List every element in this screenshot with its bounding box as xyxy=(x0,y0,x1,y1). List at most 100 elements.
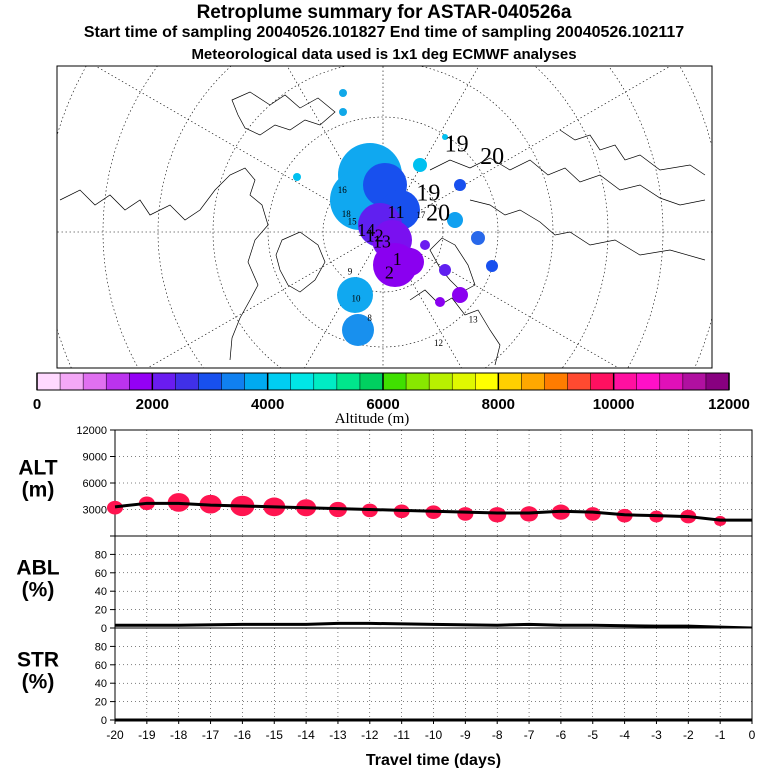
alt-marker xyxy=(457,507,474,521)
plume-circle xyxy=(337,277,373,313)
colorbar-swatch xyxy=(659,372,684,391)
x-tick-label: -15 xyxy=(266,728,284,742)
colorbar-tick-label: 12000 xyxy=(708,396,750,413)
y-tick-label: 40 xyxy=(95,586,107,598)
colorbar-tick-label: 10000 xyxy=(593,396,635,413)
plume-day-label: 12 xyxy=(434,338,443,348)
plume-circle xyxy=(396,248,424,276)
y-tick-label: 60 xyxy=(95,660,107,672)
colorbar-swatch xyxy=(313,372,338,391)
colorbar-swatch xyxy=(382,372,407,391)
plume-circle xyxy=(435,297,445,307)
x-tick-label: -18 xyxy=(170,728,188,742)
plume-day-label: 19 xyxy=(416,180,440,206)
alt-marker xyxy=(584,507,601,521)
colorbar-swatch xyxy=(451,372,476,391)
plume-day-label: 19 xyxy=(445,132,469,158)
plume-circle xyxy=(339,89,347,97)
colorbar-swatch xyxy=(567,372,592,391)
y-tick-label: 20 xyxy=(95,605,107,617)
plume-circle xyxy=(413,158,427,172)
x-tick-label: -12 xyxy=(361,728,379,742)
colorbar-swatch xyxy=(175,372,200,391)
x-tick-label: -16 xyxy=(234,728,252,742)
altitude-colorbar: 0 2000 4000 6000 8000 10000 12000 xyxy=(33,372,750,413)
plume-circle xyxy=(342,314,374,346)
x-tick-label: -1 xyxy=(715,728,726,742)
panel-abl: 0 20 40 60 80 ABL(%) xyxy=(16,535,753,635)
colorbar-swatch xyxy=(521,372,546,391)
series-line-abl xyxy=(115,621,753,630)
latitude-circle xyxy=(267,116,499,348)
colorbar-swatch xyxy=(105,372,130,391)
x-tick-label: -5 xyxy=(587,728,598,742)
colorbar-tick-label: 0 xyxy=(33,396,41,413)
x-tick-label: -20 xyxy=(106,728,124,742)
coastline-north-america xyxy=(59,167,269,361)
colorbar-swatch xyxy=(498,372,522,391)
sampling-times: Start time of sampling 20040526.101827 E… xyxy=(83,24,685,41)
colorbar-swatch xyxy=(613,372,638,391)
plume-circle xyxy=(471,231,485,245)
plume-day-label: 10 xyxy=(352,293,362,303)
plume-day-label: 20 xyxy=(426,200,450,226)
y-tick-label: 0 xyxy=(101,715,107,727)
y-tick-label: 9000 xyxy=(83,452,107,464)
colorbar-tick-label: 8000 xyxy=(482,396,515,413)
plume-day-label: 9 xyxy=(348,267,353,277)
plume-day-label: 8 xyxy=(367,313,372,323)
y-tick-label: 20 xyxy=(95,697,107,709)
x-tick-label: -14 xyxy=(297,728,315,742)
y-tick-label: 0 xyxy=(101,623,107,635)
coastlines xyxy=(59,91,706,366)
plume-circle xyxy=(420,240,430,250)
coastline-siberia xyxy=(469,199,706,261)
x-tick-label: -7 xyxy=(524,728,535,742)
colorbar-swatch xyxy=(336,372,361,391)
y-tick-label: 80 xyxy=(95,641,107,653)
x-tick-label: -13 xyxy=(329,728,347,742)
x-tick-label: -10 xyxy=(425,728,443,742)
y-tick-label: 80 xyxy=(95,549,107,561)
panel-ylabel-unit: (%) xyxy=(22,579,55,602)
panel-ylabel: STR xyxy=(17,649,59,672)
colorbar-swatch xyxy=(267,372,292,391)
coastline-europe xyxy=(409,289,501,366)
colorbar-swatch xyxy=(36,372,61,391)
time-series-panels: 30006000900012000ALT(m)020406080ABL(%)02… xyxy=(16,425,755,768)
plume-day-label: 15 xyxy=(348,217,358,227)
plume-day-label: 12 xyxy=(366,225,384,245)
colorbar-swatch xyxy=(590,372,615,391)
plume-day-label: 1 xyxy=(393,249,402,269)
colorbar-swatch xyxy=(129,372,153,391)
colorbar-swatch xyxy=(544,372,569,391)
x-tick-label: -8 xyxy=(492,728,503,742)
panel-alt: 3000 6000 9000 12000 ALT(m) xyxy=(18,425,753,537)
x-tick-label: -4 xyxy=(619,728,630,742)
x-tick-label: -6 xyxy=(556,728,567,742)
plume-day-label: 16 xyxy=(338,185,348,195)
plume-circle xyxy=(447,212,463,228)
coastline-asia-east xyxy=(559,129,706,176)
colorbar-swatch xyxy=(682,372,707,391)
plume-circle xyxy=(452,287,468,303)
colorbar-label: Altitude (m) xyxy=(335,411,410,427)
plume-day-label: 11 xyxy=(387,202,404,222)
colorbar-swatch xyxy=(152,372,176,391)
panel-frame xyxy=(114,627,753,721)
chart-title: Retroplume summary for ASTAR-040526a xyxy=(196,2,572,23)
colorbar-swatch xyxy=(359,372,384,391)
plume-day-label: 14 xyxy=(357,220,375,240)
panel-frame xyxy=(114,535,753,629)
plume-circle xyxy=(293,173,301,181)
plume-day-label: 20 xyxy=(480,144,504,170)
plume-circle xyxy=(486,260,498,272)
plume-circle xyxy=(339,108,347,116)
colorbar-swatch xyxy=(59,372,84,391)
map-graticule xyxy=(57,66,712,368)
colorbar-tick-label: 4000 xyxy=(251,396,284,413)
